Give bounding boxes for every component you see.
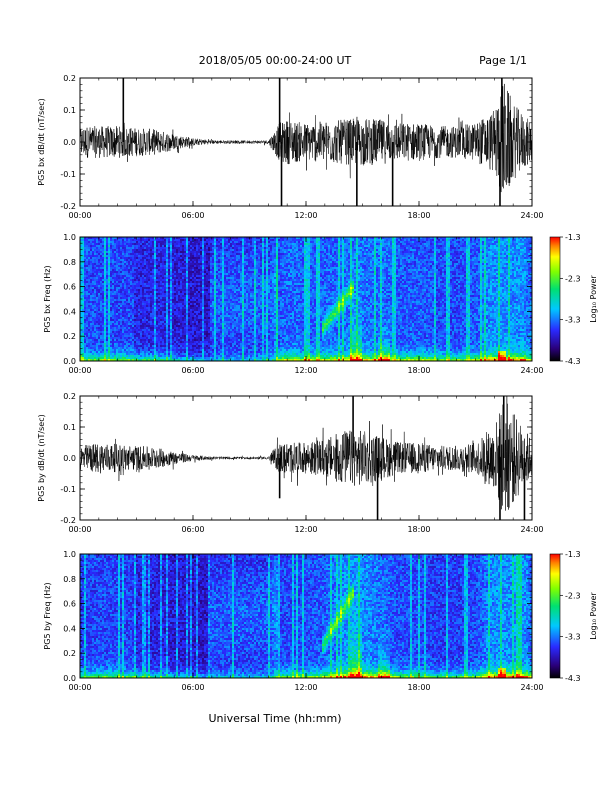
y-tick-label: 0.0	[63, 138, 76, 147]
y-tick-label: -0.1	[60, 170, 76, 179]
x-tick-label: 12:00	[294, 366, 317, 375]
waveform-line	[80, 396, 532, 511]
x-tick-label: 24:00	[520, 366, 543, 375]
x-tick-label: 24:00	[520, 211, 543, 220]
x-tick-label: 12:00	[294, 211, 317, 220]
by-spectrogram-ylabel: PG5 by Freq (Hz)	[43, 582, 52, 649]
x-axis-label: Universal Time (hh:mm)	[209, 712, 342, 725]
x-tick-label: 12:00	[294, 683, 317, 692]
bx-spectrogram-x-ticks: 00:00 06:00 12:00 18:00 24:00	[68, 237, 544, 375]
y-tick-label: 0.2	[63, 332, 76, 341]
y-tick-label: 0.4	[63, 307, 76, 316]
by-waveform-x-ticks: 00:00 06:00 12:00 18:00 24:00	[68, 396, 544, 534]
colorbar-tick-label: -4.3	[565, 674, 581, 683]
by-colorbar: -1.3 -2.3 -3.3 -4.3 Log₁₀ Power	[549, 550, 598, 683]
bx-waveform-ylabel: PG5 bx dB/dt (nT/sec)	[37, 98, 46, 185]
waveform-line	[80, 83, 532, 193]
x-tick-label: 24:00	[520, 683, 543, 692]
bx-colorbar: -1.3 -2.3 -3.3 -4.3 Log₁₀ Power	[549, 233, 598, 366]
by-spectrogram-y-ticks: 1.0 0.8 0.6 0.4 0.2 0.0	[63, 550, 532, 683]
colorbar-tick-label: -3.3	[565, 633, 581, 642]
chart-title: 2018/05/05 00:00-24:00 UT	[199, 54, 352, 67]
y-tick-label: 0.0	[63, 357, 76, 366]
by-colorbar-ticks: -1.3 -2.3 -3.3 -4.3	[560, 550, 581, 683]
colorbar-tick-label: -2.3	[565, 274, 581, 283]
x-tick-label: 00:00	[68, 525, 91, 534]
bx-spectrogram-image	[80, 237, 532, 361]
x-tick-label: 18:00	[407, 366, 430, 375]
x-tick-label: 18:00	[407, 683, 430, 692]
y-tick-label: 1.0	[63, 233, 76, 242]
x-tick-label: 06:00	[181, 211, 204, 220]
y-tick-label: 0.6	[63, 600, 76, 609]
y-tick-label: 0.4	[63, 624, 76, 633]
y-tick-label: 0.2	[63, 649, 76, 658]
y-tick-label: 0.2	[63, 74, 76, 83]
bx-colorbar-gradient	[549, 236, 561, 362]
y-tick-label: 0.1	[63, 106, 76, 115]
y-tick-label: 1.0	[63, 550, 76, 559]
panel-by-waveform: 0.2 0.1 0.0 -0.1 -0.2 00:00 06:00 12:00 18:00 24…	[37, 392, 544, 534]
y-tick-label: 0.8	[63, 258, 76, 267]
y-tick-label: 0.2	[63, 392, 76, 401]
x-tick-label: 18:00	[407, 525, 430, 534]
bx-waveform-trace	[80, 78, 532, 206]
colorbar-tick-label: -2.3	[565, 591, 581, 600]
bx-colorbar-label: Log₁₀ Power	[589, 275, 598, 323]
by-waveform-ylabel: PG5 by dB/dt (nT/sec)	[37, 414, 46, 501]
x-tick-label: 00:00	[68, 366, 91, 375]
colorbar-tick-label: -1.3	[565, 233, 581, 242]
x-tick-label: 24:00	[520, 525, 543, 534]
panel-bx-spectrogram: 1.0 0.8 0.6 0.4 0.2 0.0 00:00 06:00 12:00 18:00 2…	[43, 233, 598, 375]
y-tick-label: -0.1	[60, 485, 76, 494]
colorbar-tick-label: -1.3	[565, 550, 581, 559]
by-waveform-y-ticks: 0.2 0.1 0.0 -0.1 -0.2	[60, 392, 532, 525]
bx-waveform-y-ticks: 0.2 0.1 0.0 -0.1 -0.2	[60, 74, 532, 211]
y-tick-label: 0.1	[63, 423, 76, 432]
x-tick-label: 00:00	[68, 683, 91, 692]
x-tick-label: 18:00	[407, 211, 430, 220]
bx-waveform-x-ticks: 00:00 06:00 12:00 18:00 24:00	[68, 78, 544, 220]
y-tick-label: -0.2	[60, 202, 76, 211]
x-tick-label: 12:00	[294, 525, 317, 534]
by-spectrogram-x-ticks: 00:00 06:00 12:00 18:00 24:00	[68, 554, 544, 692]
x-tick-label: 06:00	[181, 366, 204, 375]
by-spectrogram-image	[80, 554, 532, 678]
y-tick-label: 0.6	[63, 283, 76, 292]
y-tick-label: 0.0	[63, 454, 76, 463]
by-waveform-trace	[80, 396, 532, 520]
y-tick-label: 0.8	[63, 575, 76, 584]
y-tick-label: -0.2	[60, 516, 76, 525]
colorbar-tick-label: -3.3	[565, 316, 581, 325]
x-tick-label: 00:00	[68, 211, 91, 220]
bx-colorbar-ticks: -1.3 -2.3 -3.3 -4.3	[560, 233, 581, 366]
page-indicator: Page 1/1	[479, 54, 527, 67]
y-tick-label: 0.0	[63, 674, 76, 683]
bx-spectrogram-y-ticks: 1.0 0.8 0.6 0.4 0.2 0.0	[63, 233, 532, 366]
panel-by-spectrogram: 1.0 0.8 0.6 0.4 0.2 0.0 00:00 06:00 12:00 18:00 2…	[43, 550, 598, 692]
by-colorbar-gradient	[549, 553, 561, 679]
x-tick-label: 06:00	[181, 683, 204, 692]
panel-bx-waveform: 0.2 0.1 0.0 -0.1 -0.2 00:00 06:00 12:00 18:00 24…	[37, 74, 544, 220]
by-colorbar-label: Log₁₀ Power	[589, 592, 598, 640]
x-tick-label: 06:00	[181, 525, 204, 534]
colorbar-tick-label: -4.3	[565, 357, 581, 366]
bx-spectrogram-ylabel: PG5 bx Freq (Hz)	[43, 265, 52, 332]
